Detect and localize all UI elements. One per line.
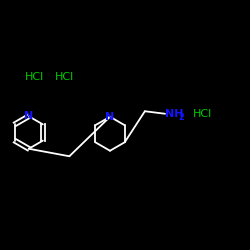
- Text: HCl: HCl: [25, 72, 44, 83]
- Text: HCl: HCl: [55, 72, 74, 83]
- Text: HCl: HCl: [192, 109, 212, 119]
- Text: N: N: [24, 111, 34, 121]
- Text: N: N: [106, 112, 114, 122]
- Text: NH: NH: [165, 109, 184, 119]
- Text: 2: 2: [179, 113, 185, 122]
